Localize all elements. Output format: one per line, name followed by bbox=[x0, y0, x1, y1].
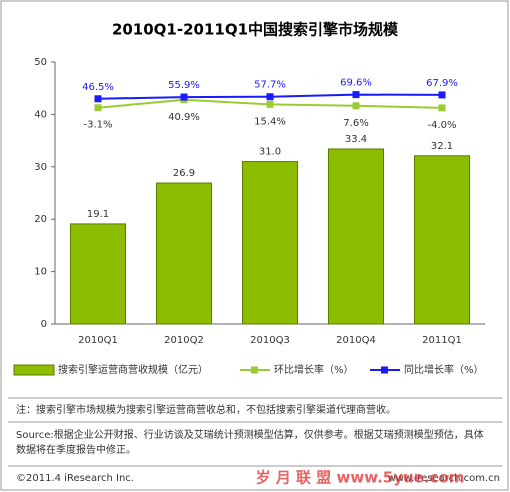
data-label: 46.5% bbox=[82, 82, 114, 93]
x-tick-label: 2010Q3 bbox=[250, 335, 290, 346]
bar bbox=[327, 148, 385, 325]
data-label: 33.4 bbox=[345, 134, 367, 145]
source: Source:根据企业公开财报、行业访谈及艾瑞统计预测模型估算，仅供参考。根据艾… bbox=[16, 430, 484, 456]
data-label: 7.6% bbox=[343, 118, 368, 129]
data-label: 67.9% bbox=[426, 78, 458, 89]
note: 注：搜索引擎市场规模为搜索引擎运营商营收总和，不包括搜索引擎渠道代理商营收。 bbox=[16, 403, 396, 416]
watermark: 岁 月 联 盟 www.5yue.com bbox=[256, 469, 465, 487]
bar bbox=[155, 182, 213, 325]
y-tick-label: 0 bbox=[41, 319, 47, 330]
x-tick-label: 2010Q1 bbox=[78, 335, 118, 346]
website: www.iresearch.com.cn bbox=[388, 473, 500, 484]
marker bbox=[94, 95, 102, 103]
marker bbox=[352, 102, 360, 110]
bar bbox=[69, 223, 127, 325]
chart-title: 2010Q1-2011Q1中国搜索引擎市场规模 bbox=[112, 21, 399, 39]
marker bbox=[266, 93, 274, 101]
y-tick-label: 10 bbox=[34, 267, 47, 278]
y-tick-label: 30 bbox=[34, 162, 47, 173]
data-label: 69.6% bbox=[340, 78, 372, 89]
data-label: -4.0% bbox=[427, 120, 456, 131]
y-tick-label: 40 bbox=[34, 109, 47, 120]
legend-swatch bbox=[13, 364, 55, 376]
bar bbox=[241, 161, 299, 325]
data-label: 26.9 bbox=[173, 168, 195, 179]
marker bbox=[352, 91, 360, 99]
data-label: 19.1 bbox=[87, 209, 109, 220]
data-label: 15.4% bbox=[254, 116, 286, 127]
x-tick-label: 2010Q2 bbox=[164, 335, 204, 346]
data-label: 55.9% bbox=[168, 80, 200, 91]
data-label: -3.1% bbox=[83, 120, 112, 131]
data-label: 40.9% bbox=[168, 112, 200, 123]
marker bbox=[180, 93, 188, 101]
data-label: 32.1 bbox=[431, 141, 453, 152]
marker bbox=[438, 104, 446, 112]
legend-marker bbox=[251, 366, 258, 374]
x-tick-label: 2011Q1 bbox=[422, 335, 462, 346]
data-label: 57.7% bbox=[254, 80, 286, 91]
legend-label: 搜索引擎运营商营收规模（亿元） bbox=[58, 363, 208, 376]
copyright: ©2011.4 iResearch Inc. bbox=[16, 473, 134, 484]
bar bbox=[413, 155, 471, 325]
marker bbox=[438, 91, 446, 99]
legend-label: 同比增长率（%） bbox=[404, 363, 484, 376]
marker bbox=[94, 104, 102, 112]
legend-label: 环比增长率（%） bbox=[274, 363, 354, 376]
x-tick-label: 2010Q4 bbox=[336, 335, 376, 346]
marker bbox=[266, 100, 274, 108]
data-label: 31.0 bbox=[259, 147, 281, 158]
y-tick-label: 50 bbox=[34, 57, 47, 68]
legend-marker bbox=[381, 366, 388, 374]
y-tick-label: 20 bbox=[34, 214, 47, 225]
